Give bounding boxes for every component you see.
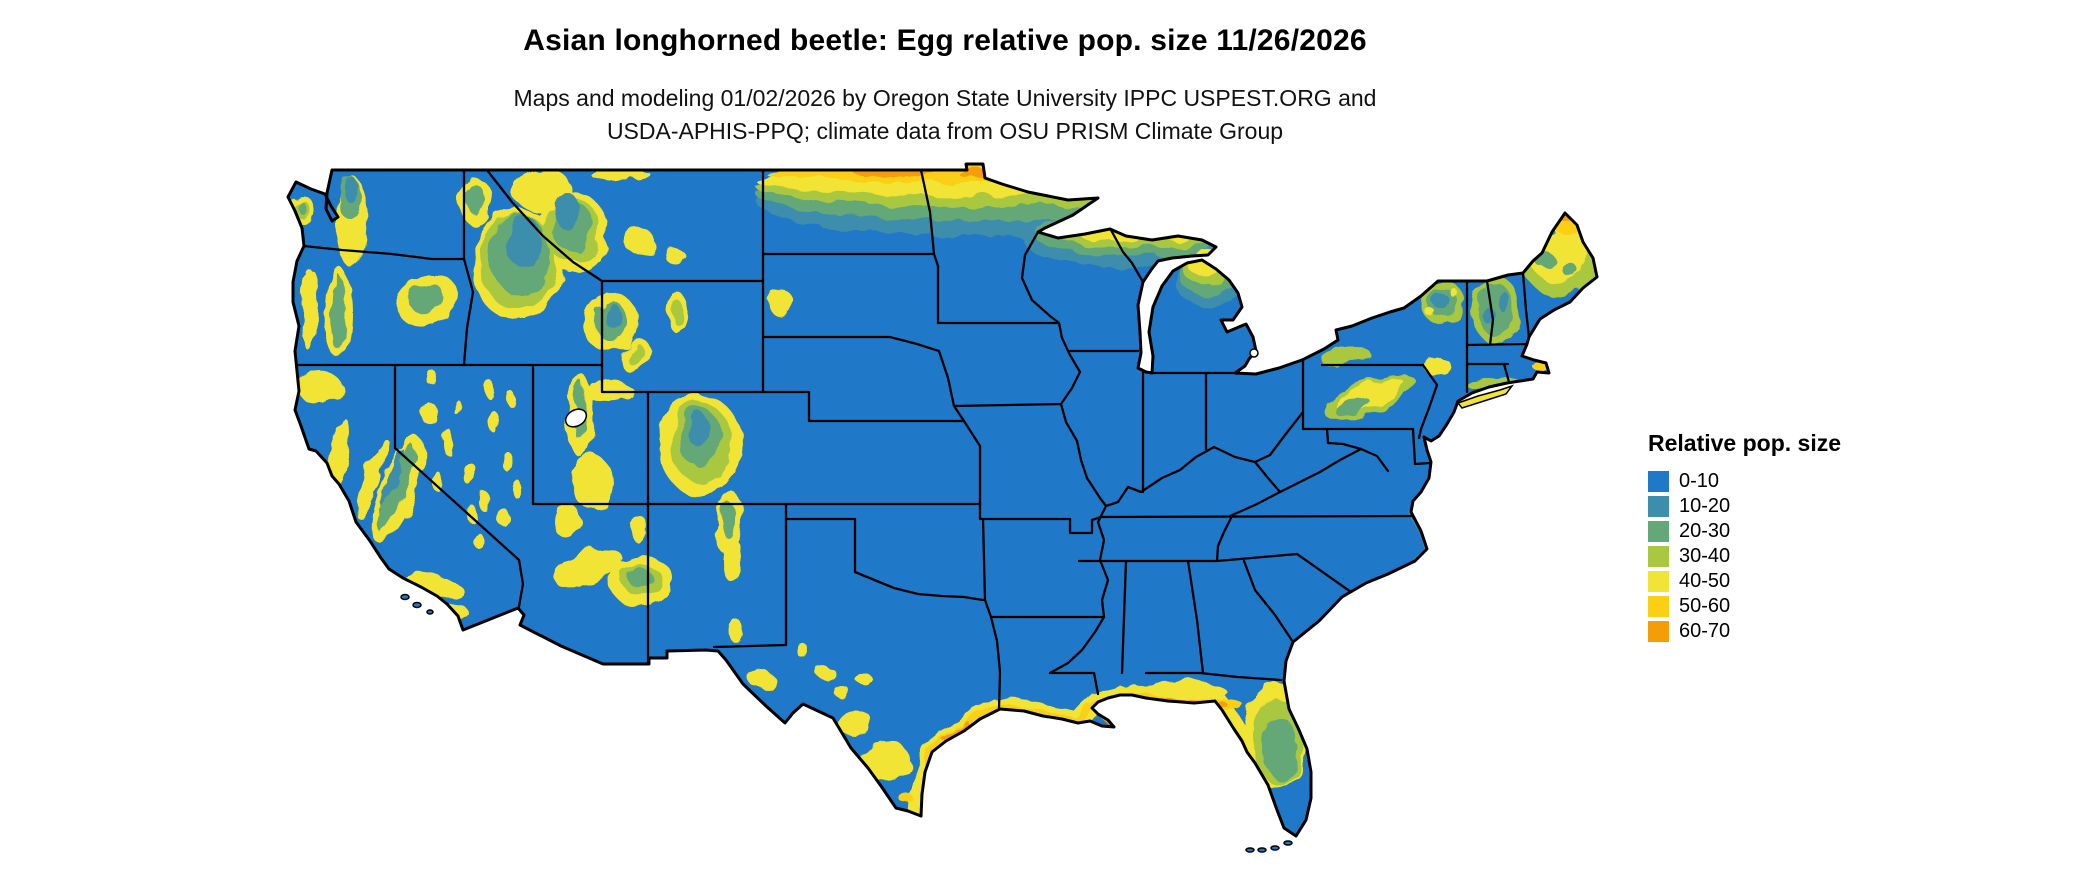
legend-label-30-40: 30-40 xyxy=(1679,545,1731,567)
legend-swatch-30-40 xyxy=(1648,546,1669,567)
subtitle: Maps and modeling 01/02/2026 by Oregon S… xyxy=(270,82,1620,148)
legend-swatch-60-70 xyxy=(1648,621,1669,642)
state-borders xyxy=(292,168,1531,711)
legend-item-40-50: 40-50 xyxy=(1648,569,1841,594)
legend-swatch-50-60 xyxy=(1648,596,1669,617)
legend-title: Relative pop. size xyxy=(1648,430,1842,456)
mountain-cores xyxy=(295,176,735,596)
florida-keys xyxy=(1245,840,1293,853)
page-title: Asian longhorned beetle: Egg relative po… xyxy=(523,24,1367,57)
legend-swatch-0-10 xyxy=(1648,471,1669,492)
subtitle-line-2: USDA-APHIS-PPQ; climate data from OSU PR… xyxy=(606,118,1284,144)
legend-label-40-50: 40-50 xyxy=(1679,570,1731,592)
legend-label-20-30: 20-30 xyxy=(1679,520,1731,542)
legend-label-50-60: 50-60 xyxy=(1679,595,1731,617)
legend-item-20-30: 20-30 xyxy=(1648,519,1841,544)
legend: Relative pop. size 0-10 10-20 20-30 30-4… xyxy=(1648,430,1841,644)
legend-swatch-10-20 xyxy=(1648,496,1669,517)
great-salt-lake xyxy=(564,408,588,428)
legend-item-60-70: 60-70 xyxy=(1648,619,1841,644)
subtitle-line-1: Maps and modeling 01/02/2026 by Oregon S… xyxy=(513,85,1377,111)
legend-swatch-20-30 xyxy=(1648,521,1669,542)
legend-item-10-20: 10-20 xyxy=(1648,494,1841,519)
legend-item-0-10: 0-10 xyxy=(1648,469,1841,494)
legend-item-30-40: 30-40 xyxy=(1648,544,1841,569)
us-map xyxy=(286,162,1599,853)
legend-item-50-60: 50-60 xyxy=(1648,594,1841,619)
legend-swatch-40-50 xyxy=(1648,571,1669,592)
legend-label-10-20: 10-20 xyxy=(1679,495,1731,517)
channel-islands xyxy=(400,593,434,615)
legend-label-0-10: 0-10 xyxy=(1679,470,1720,492)
lake-st-clair xyxy=(1249,348,1259,358)
legend-label-60-70: 60-70 xyxy=(1679,620,1731,642)
long-island xyxy=(1456,384,1515,409)
